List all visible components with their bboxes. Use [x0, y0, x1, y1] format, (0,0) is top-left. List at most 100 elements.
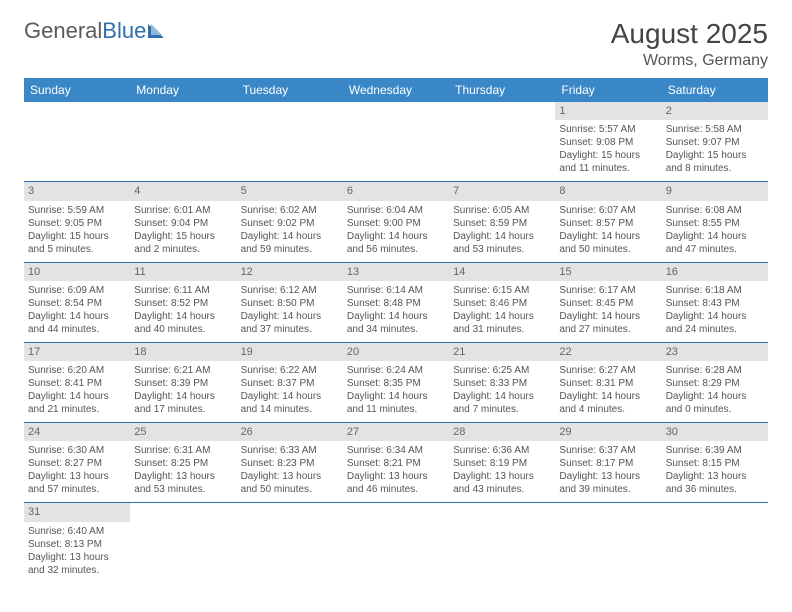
- daylight-text: Daylight: 14 hours: [241, 390, 339, 403]
- sunset-text: Sunset: 8:37 PM: [241, 377, 339, 390]
- daylight-text: Daylight: 14 hours: [666, 230, 764, 243]
- daylight-text: Daylight: 15 hours: [666, 149, 764, 162]
- day-number: 1: [555, 102, 661, 120]
- sunset-text: Sunset: 8:54 PM: [28, 297, 126, 310]
- sunset-text: Sunset: 9:07 PM: [666, 136, 764, 149]
- daylight-text: Daylight: 13 hours: [453, 470, 551, 483]
- calendar-header-row: SundayMondayTuesdayWednesdayThursdayFrid…: [24, 78, 768, 102]
- daylight-text: and 43 minutes.: [453, 483, 551, 496]
- sunrise-text: Sunrise: 6:36 AM: [453, 444, 551, 457]
- calendar-cell: 6Sunrise: 6:04 AMSunset: 9:00 PMDaylight…: [343, 182, 449, 262]
- sunrise-text: Sunrise: 6:12 AM: [241, 284, 339, 297]
- sunrise-text: Sunrise: 6:25 AM: [453, 364, 551, 377]
- calendar-cell: [237, 102, 343, 182]
- daylight-text: and 50 minutes.: [241, 483, 339, 496]
- sunset-text: Sunset: 8:27 PM: [28, 457, 126, 470]
- day-number: 16: [662, 263, 768, 281]
- sunrise-text: Sunrise: 6:27 AM: [559, 364, 657, 377]
- sunrise-text: Sunrise: 6:18 AM: [666, 284, 764, 297]
- day-number: 11: [130, 263, 236, 281]
- calendar-cell: [130, 503, 236, 583]
- calendar-cell: 31Sunrise: 6:40 AMSunset: 8:13 PMDayligh…: [24, 503, 130, 583]
- daylight-text: and 59 minutes.: [241, 243, 339, 256]
- daylight-text: and 14 minutes.: [241, 403, 339, 416]
- daylight-text: Daylight: 14 hours: [28, 390, 126, 403]
- sunrise-text: Sunrise: 5:59 AM: [28, 204, 126, 217]
- calendar-cell: 14Sunrise: 6:15 AMSunset: 8:46 PMDayligh…: [449, 262, 555, 342]
- calendar-cell: 10Sunrise: 6:09 AMSunset: 8:54 PMDayligh…: [24, 262, 130, 342]
- daylight-text: and 56 minutes.: [347, 243, 445, 256]
- daylight-text: and 44 minutes.: [28, 323, 126, 336]
- daylight-text: Daylight: 13 hours: [347, 470, 445, 483]
- day-number: 29: [555, 423, 661, 441]
- calendar-cell: 8Sunrise: 6:07 AMSunset: 8:57 PMDaylight…: [555, 182, 661, 262]
- calendar-week: 3Sunrise: 5:59 AMSunset: 9:05 PMDaylight…: [24, 182, 768, 262]
- day-number: 10: [24, 263, 130, 281]
- sunset-text: Sunset: 8:35 PM: [347, 377, 445, 390]
- logo: GeneralBlue: [24, 18, 170, 44]
- day-number: 31: [24, 503, 130, 521]
- sunrise-text: Sunrise: 6:17 AM: [559, 284, 657, 297]
- sunrise-text: Sunrise: 5:57 AM: [559, 123, 657, 136]
- calendar-cell: 24Sunrise: 6:30 AMSunset: 8:27 PMDayligh…: [24, 423, 130, 503]
- sunset-text: Sunset: 8:41 PM: [28, 377, 126, 390]
- sunrise-text: Sunrise: 6:30 AM: [28, 444, 126, 457]
- calendar-week: 10Sunrise: 6:09 AMSunset: 8:54 PMDayligh…: [24, 262, 768, 342]
- sunrise-text: Sunrise: 6:08 AM: [666, 204, 764, 217]
- daylight-text: and 5 minutes.: [28, 243, 126, 256]
- sunset-text: Sunset: 9:05 PM: [28, 217, 126, 230]
- calendar-body: 1Sunrise: 5:57 AMSunset: 9:08 PMDaylight…: [24, 102, 768, 583]
- daylight-text: and 32 minutes.: [28, 564, 126, 577]
- calendar-page: GeneralBlue August 2025 Worms, Germany S…: [0, 0, 792, 601]
- daylight-text: and 17 minutes.: [134, 403, 232, 416]
- daylight-text: Daylight: 14 hours: [453, 390, 551, 403]
- day-number: 14: [449, 263, 555, 281]
- calendar-cell: 30Sunrise: 6:39 AMSunset: 8:15 PMDayligh…: [662, 423, 768, 503]
- day-number: 18: [130, 343, 236, 361]
- daylight-text: and 8 minutes.: [666, 162, 764, 175]
- calendar-cell: [237, 503, 343, 583]
- title-block: August 2025 Worms, Germany: [611, 18, 768, 70]
- daylight-text: Daylight: 15 hours: [559, 149, 657, 162]
- daylight-text: and 47 minutes.: [666, 243, 764, 256]
- daylight-text: and 21 minutes.: [28, 403, 126, 416]
- sunrise-text: Sunrise: 6:20 AM: [28, 364, 126, 377]
- daylight-text: Daylight: 14 hours: [666, 390, 764, 403]
- sunset-text: Sunset: 8:13 PM: [28, 538, 126, 551]
- sunset-text: Sunset: 8:48 PM: [347, 297, 445, 310]
- calendar-cell: 2Sunrise: 5:58 AMSunset: 9:07 PMDaylight…: [662, 102, 768, 182]
- day-number: 12: [237, 263, 343, 281]
- sunset-text: Sunset: 8:31 PM: [559, 377, 657, 390]
- calendar-cell: [343, 503, 449, 583]
- sunset-text: Sunset: 8:25 PM: [134, 457, 232, 470]
- daylight-text: Daylight: 14 hours: [241, 310, 339, 323]
- day-number: 30: [662, 423, 768, 441]
- day-number: 28: [449, 423, 555, 441]
- sunrise-text: Sunrise: 6:31 AM: [134, 444, 232, 457]
- calendar-week: 24Sunrise: 6:30 AMSunset: 8:27 PMDayligh…: [24, 423, 768, 503]
- daylight-text: and 57 minutes.: [28, 483, 126, 496]
- daylight-text: Daylight: 13 hours: [666, 470, 764, 483]
- sunset-text: Sunset: 9:04 PM: [134, 217, 232, 230]
- logo-text-1: General: [24, 18, 102, 44]
- calendar-cell: 21Sunrise: 6:25 AMSunset: 8:33 PMDayligh…: [449, 342, 555, 422]
- day-number: 2: [662, 102, 768, 120]
- daylight-text: Daylight: 14 hours: [666, 310, 764, 323]
- daylight-text: and 53 minutes.: [134, 483, 232, 496]
- daylight-text: and 7 minutes.: [453, 403, 551, 416]
- calendar-cell: 17Sunrise: 6:20 AMSunset: 8:41 PMDayligh…: [24, 342, 130, 422]
- daylight-text: Daylight: 14 hours: [347, 390, 445, 403]
- calendar-cell: 26Sunrise: 6:33 AMSunset: 8:23 PMDayligh…: [237, 423, 343, 503]
- sunset-text: Sunset: 8:17 PM: [559, 457, 657, 470]
- sunrise-text: Sunrise: 6:34 AM: [347, 444, 445, 457]
- day-number: 9: [662, 182, 768, 200]
- sunrise-text: Sunrise: 6:37 AM: [559, 444, 657, 457]
- day-number: 13: [343, 263, 449, 281]
- calendar-cell: [449, 102, 555, 182]
- calendar-cell: 20Sunrise: 6:24 AMSunset: 8:35 PMDayligh…: [343, 342, 449, 422]
- daylight-text: and 4 minutes.: [559, 403, 657, 416]
- sunrise-text: Sunrise: 6:11 AM: [134, 284, 232, 297]
- calendar-cell: 23Sunrise: 6:28 AMSunset: 8:29 PMDayligh…: [662, 342, 768, 422]
- calendar-cell: 28Sunrise: 6:36 AMSunset: 8:19 PMDayligh…: [449, 423, 555, 503]
- daylight-text: and 46 minutes.: [347, 483, 445, 496]
